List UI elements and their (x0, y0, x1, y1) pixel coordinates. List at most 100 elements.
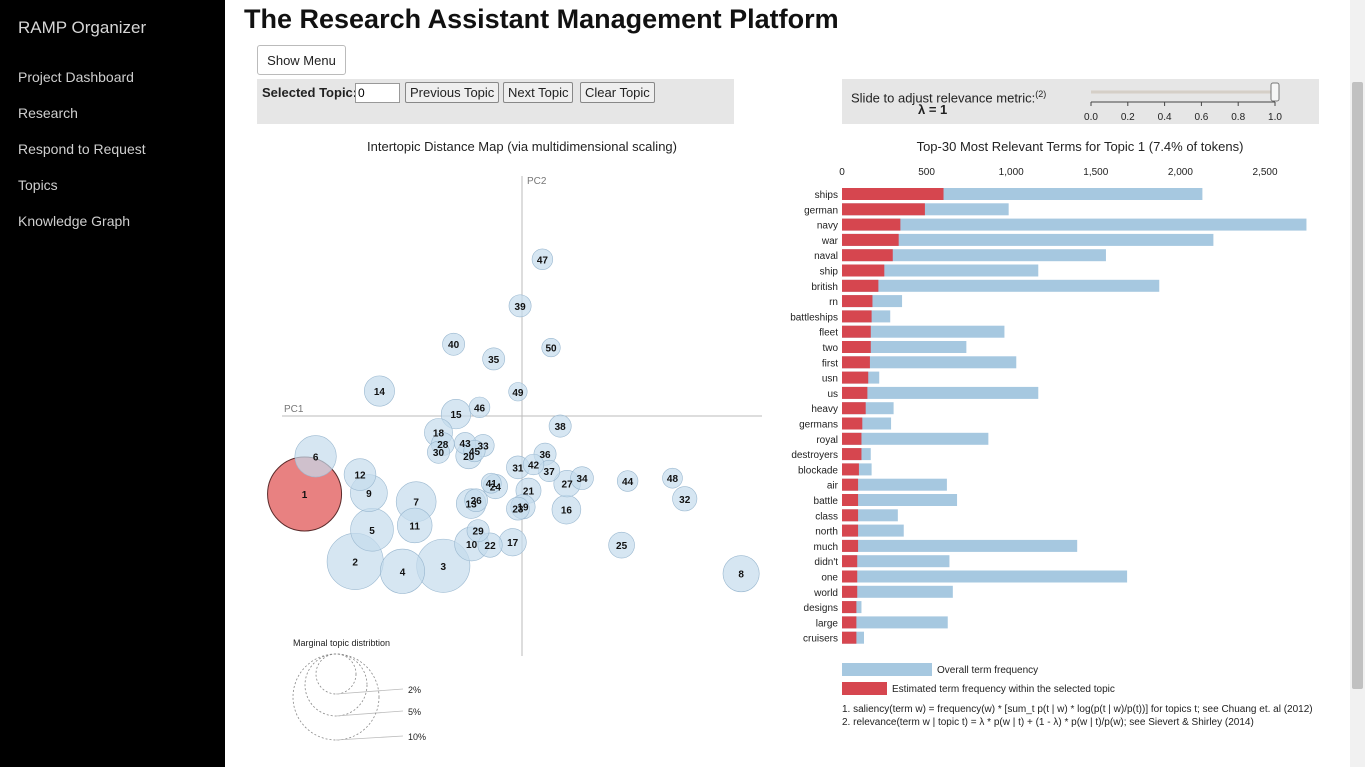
topic-bar-destroyers (842, 448, 862, 461)
overall-bar-battle (842, 494, 958, 506)
term-label-cruisers[interactable]: cruisers (803, 634, 838, 645)
topic-label-26: 26 (471, 496, 483, 507)
relevance-slider-panel: Slide to adjust relevance metric:(2) λ =… (842, 79, 1319, 124)
term-label-naval[interactable]: naval (814, 251, 838, 262)
slider-tick-label: 0.4 (1158, 112, 1172, 123)
topic-label-25: 25 (616, 541, 628, 552)
bar-axis-tick: 0 (839, 167, 845, 178)
relevance-footnote-ref: (2) (1035, 89, 1047, 99)
brand-title[interactable]: RAMP Organizer (18, 18, 147, 37)
term-label-destroyers[interactable]: destroyers (791, 450, 838, 461)
term-label-usn[interactable]: usn (822, 374, 838, 385)
topic-bar-navy (842, 218, 901, 231)
topic-circle-42[interactable] (522, 453, 545, 476)
term-label-rn[interactable]: rn (829, 297, 838, 308)
topic-label-50: 50 (545, 344, 557, 355)
topic-circle-11[interactable] (397, 507, 433, 544)
term-label-ship[interactable]: ship (820, 267, 839, 278)
term-label-designs[interactable]: designs (804, 603, 838, 614)
scrollbar-thumb[interactable] (1352, 82, 1363, 689)
term-label-battleships[interactable]: battleships (790, 312, 838, 323)
previous-topic-button[interactable]: Previous Topic (405, 82, 500, 103)
topic-circle-25[interactable] (608, 531, 635, 559)
topic-label-45: 45 (469, 447, 481, 458)
term-label-north[interactable]: north (815, 527, 838, 538)
term-label-fleet[interactable]: fleet (819, 328, 838, 339)
topic-circle-34[interactable] (570, 466, 594, 490)
topic-bar-air (842, 478, 859, 491)
topic-label-28: 28 (437, 440, 449, 451)
term-label-much[interactable]: much (814, 542, 838, 553)
term-label-british[interactable]: british (811, 282, 838, 293)
term-label-ships[interactable]: ships (815, 190, 838, 201)
term-label-air[interactable]: air (827, 481, 839, 492)
bar-axis-tick: 500 (918, 167, 935, 178)
bar-axis-tick: 2,500 (1252, 167, 1277, 178)
topic-circle-23[interactable] (506, 496, 530, 521)
term-label-royal[interactable]: royal (816, 435, 838, 446)
page-scrollbar[interactable] (1350, 0, 1365, 767)
topic-label-20: 20 (463, 452, 475, 463)
topic-label-6: 6 (313, 452, 319, 463)
relevance-slider-label-text: Slide to adjust relevance metric: (851, 90, 1036, 106)
topic-circle-32[interactable] (672, 486, 698, 512)
sidebar-item-respond-to-request[interactable]: Respond to Request (18, 141, 146, 157)
topic-circle-6[interactable] (294, 435, 337, 478)
topic-circle-48[interactable] (662, 467, 683, 489)
overall-bar-us (842, 386, 1039, 399)
topic-circle-45[interactable] (463, 440, 486, 463)
sidebar-item-research[interactable]: Research (18, 105, 78, 121)
topic-circle-14[interactable] (363, 375, 395, 407)
topic-circle-12[interactable] (343, 458, 377, 491)
term-label-class[interactable]: class (815, 511, 838, 522)
topic-circle-41[interactable] (480, 472, 502, 494)
topic-circle-50[interactable] (541, 338, 561, 358)
term-label-blockade[interactable]: blockade (798, 465, 838, 476)
sidebar-item-project-dashboard[interactable]: Project Dashboard (18, 69, 134, 85)
show-menu-button[interactable]: Show Menu (257, 45, 346, 75)
topic-circle-15[interactable] (440, 398, 472, 430)
term-label-two[interactable]: two (822, 343, 838, 354)
term-label-battle[interactable]: battle (814, 496, 839, 507)
lambda-slider[interactable]: 0.0 0.2 0.4 0.6 0.8 1.0 (1072, 79, 1312, 124)
topic-circle-29[interactable] (466, 519, 490, 543)
topic-circle-47[interactable] (531, 248, 554, 270)
topic-circle-8[interactable] (722, 555, 760, 593)
topic-circle-4[interactable] (379, 548, 425, 594)
term-label-navy[interactable]: navy (817, 221, 838, 232)
term-label-war[interactable]: war (821, 236, 839, 247)
term-label-heavy[interactable]: heavy (811, 404, 838, 415)
topic-circle-40[interactable] (442, 332, 466, 356)
overall-bar-one (842, 570, 1128, 583)
term-label-germans[interactable]: germans (799, 420, 838, 431)
topic-circle-49[interactable] (508, 382, 528, 402)
next-topic-button[interactable]: Next Topic (503, 82, 574, 103)
topic-circle-26[interactable] (464, 488, 488, 513)
sidebar-item-topics[interactable]: Topics (18, 177, 58, 193)
slider-handle[interactable] (1270, 82, 1280, 102)
term-label-world[interactable]: world (813, 588, 838, 599)
topic-label-23: 23 (512, 505, 524, 516)
term-label-german[interactable]: german (804, 205, 838, 216)
selected-topic-input[interactable] (355, 83, 400, 103)
term-label-us[interactable]: us (827, 389, 838, 400)
term-label-didn't[interactable]: didn't (814, 557, 838, 568)
topic-circle-38[interactable] (548, 414, 572, 438)
bar-axis-tick: 1,500 (1083, 167, 1108, 178)
topic-bar-royal (842, 432, 862, 445)
topic-label-7: 7 (413, 498, 419, 509)
topic-circle-30[interactable] (427, 440, 450, 464)
topic-label-2: 2 (352, 557, 358, 568)
topic-circle-44[interactable] (616, 470, 639, 492)
topic-bar-cruisers (842, 631, 857, 644)
topic-circle-39[interactable] (508, 294, 532, 318)
clear-topic-button[interactable]: Clear Topic (580, 82, 655, 103)
term-label-one[interactable]: one (821, 573, 838, 584)
term-label-large[interactable]: large (816, 618, 839, 629)
topic-circle-46[interactable] (468, 396, 491, 419)
topic-label-31: 31 (512, 463, 524, 474)
topic-circle-35[interactable] (482, 347, 506, 371)
term-label-first[interactable]: first (822, 358, 838, 369)
overall-bar-air (842, 478, 947, 491)
sidebar-item-knowledge-graph[interactable]: Knowledge Graph (18, 213, 131, 229)
